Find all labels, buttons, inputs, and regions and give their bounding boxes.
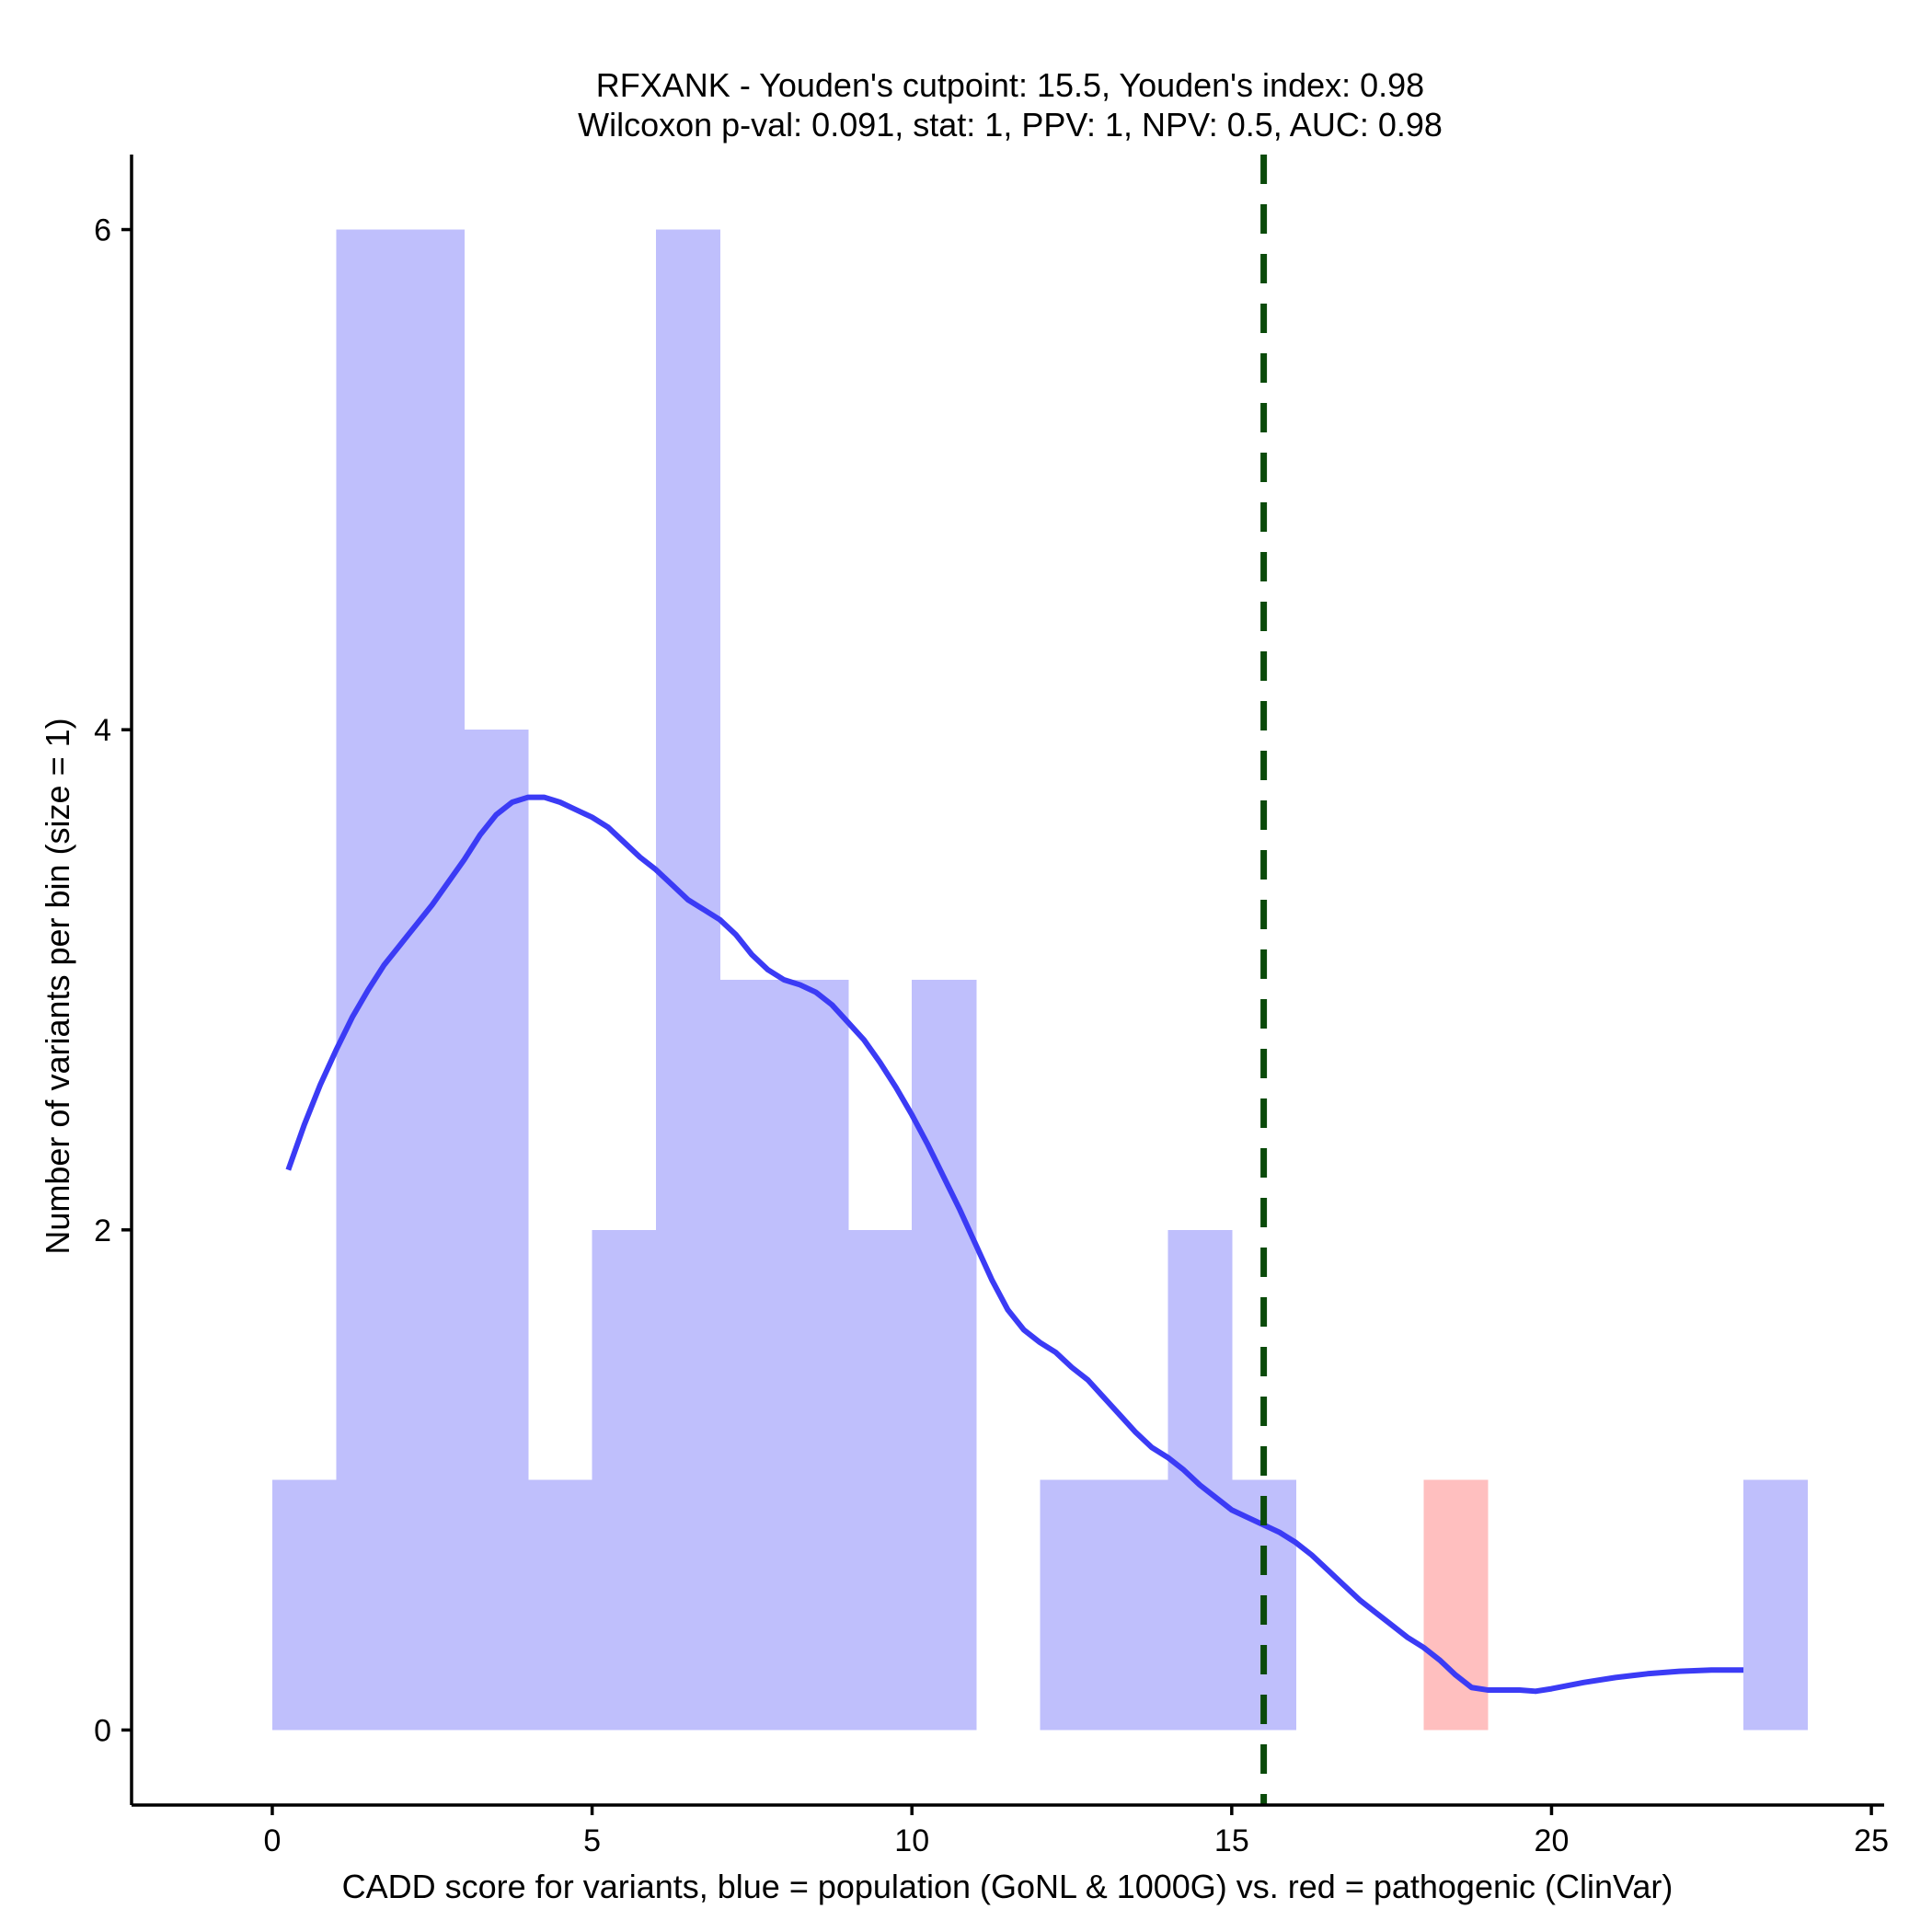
x-axis-label: CADD score for variants, blue = populati… [342,1868,1673,1905]
y-tick-label-6: 6 [94,213,111,248]
x-axis-ticks: 0 5 10 15 20 25 [263,1805,1889,1858]
y-axis-label: Number of variants per bin (size = 1) [39,718,76,1254]
chart-title: RFXANK - Youden's cutpoint: 15.5, Youden… [578,66,1443,144]
population-bar-12 [1040,1479,1105,1731]
population-bar-1 [336,229,401,1731]
y-axis-ticks: 0 2 4 6 [94,213,132,1748]
population-bar-14 [1167,1229,1233,1731]
population-bar-6 [656,229,721,1731]
y-tick-label-4: 4 [94,713,111,748]
y-tick-label-2: 2 [94,1213,111,1248]
pathogenic-bar-18 [1423,1479,1489,1731]
population-bar-8 [784,980,849,1731]
x-tick-label-0: 0 [263,1823,281,1858]
density-curve [285,794,1744,1695]
population-bar-3 [464,730,529,1731]
population-bar-2 [400,229,466,1731]
density-curve-layer [285,794,1744,1695]
population-bar-23 [1743,1479,1809,1731]
y-tick-label-0: 0 [94,1713,111,1748]
axes [130,155,1884,1807]
title-line-1: RFXANK - Youden's cutpoint: 15.5, Youden… [596,66,1424,104]
population-bar-0 [271,1479,338,1731]
population-bar-13 [1103,1479,1168,1731]
x-tick-label-15: 15 [1214,1823,1249,1858]
histogram-bars [271,229,1809,1731]
x-tick-label-25: 25 [1854,1823,1889,1858]
population-bar-7 [719,980,785,1731]
x-tick-label-10: 10 [894,1823,929,1858]
title-line-2: Wilcoxon p-val: 0.091, stat: 1, PPV: 1, … [578,106,1443,144]
population-bar-4 [528,1479,593,1731]
x-tick-label-20: 20 [1535,1823,1570,1858]
population-bar-9 [847,1229,913,1731]
population-bar-5 [592,1229,657,1731]
population-bar-10 [912,980,977,1731]
x-tick-label-5: 5 [583,1823,601,1858]
